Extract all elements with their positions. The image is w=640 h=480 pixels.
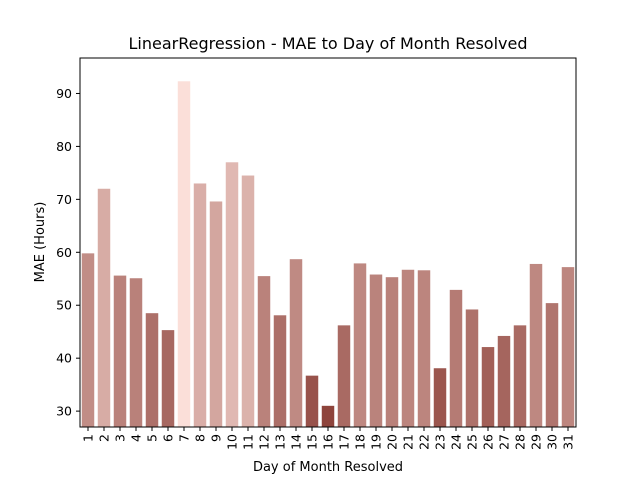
x-tick-label: 10 [225,434,240,450]
bar-day-26 [481,347,495,427]
bar-day-24 [449,289,463,427]
chart-title: LinearRegression - MAE to Day of Month R… [129,34,528,53]
x-tick-label: 12 [257,434,272,450]
bar-day-10 [225,162,239,428]
x-tick-label: 13 [273,434,288,450]
plot-frame [79,57,577,428]
y-tick-label: 90 [56,86,72,101]
bar-day-5 [145,313,159,427]
x-tick-label: 1 [81,434,96,442]
bar-day-15 [305,375,319,427]
x-tick-label: 28 [513,434,528,450]
x-tick-label: 27 [497,434,512,450]
bar-day-30 [545,303,559,427]
x-tick-label: 24 [449,434,464,450]
bar-day-18 [353,263,367,427]
x-tick-label: 30 [545,434,560,450]
bar-day-11 [241,175,255,427]
x-tick-label: 20 [385,434,400,450]
y-tick-label: 40 [56,351,72,366]
x-tick-label: 18 [353,434,368,450]
bar-day-19 [369,274,383,427]
x-tick-label: 3 [113,434,128,442]
x-tick-label: 9 [209,434,224,442]
y-tick-label: 70 [56,192,72,207]
y-axis-ticks: 30 40 50 60 70 80 90 [56,86,80,419]
bar-day-27 [497,335,511,427]
x-tick-label: 26 [481,434,496,450]
bar-day-31 [561,267,575,427]
bar-day-12 [257,276,271,427]
x-tick-label: 14 [289,434,304,450]
bar-day-16 [321,405,335,427]
bar-day-7 [177,81,191,427]
bar-day-23 [433,368,447,427]
bar-day-2 [97,188,111,427]
y-tick-label: 50 [56,298,72,313]
x-axis-label: Day of Month Resolved [253,460,403,475]
bar-day-20 [385,277,399,427]
x-tick-label: 16 [321,434,336,450]
x-tick-label: 17 [337,434,352,450]
x-tick-label: 8 [193,434,208,442]
x-tick-label: 6 [161,434,176,442]
x-tick-label: 15 [305,434,320,450]
bar-day-3 [113,275,127,427]
y-tick-label: 80 [56,139,72,154]
y-axis-label: MAE (Hours) [33,202,48,283]
x-tick-label: 11 [241,434,256,450]
x-tick-label: 23 [433,434,448,450]
x-tick-label: 7 [177,434,192,442]
bar-day-9 [209,201,223,427]
x-tick-label: 21 [401,434,416,450]
x-tick-label: 25 [465,434,480,450]
bar-day-14 [289,259,303,427]
x-tick-label: 29 [529,434,544,450]
bar-day-22 [417,270,431,427]
x-tick-label: 5 [145,434,160,442]
x-tick-label: 19 [369,434,384,450]
bar-day-29 [529,263,543,427]
x-tick-label: 4 [129,434,144,442]
y-tick-label: 60 [56,245,72,260]
x-axis-ticks: 1 2 3 4 5 6 7 8 9 10 11 12 13 14 15 16 17 18 19 20 21 22 23 24 2… [81,427,576,450]
bars [81,81,575,428]
bar-day-6 [161,330,175,427]
bar-day-13 [273,315,287,427]
bar-day-28 [513,325,527,427]
bar-day-1 [81,253,95,427]
x-tick-label: 31 [561,434,576,450]
bar-day-4 [129,278,143,427]
bar-day-8 [193,183,207,427]
x-tick-label: 2 [97,434,112,442]
bar-day-21 [401,269,415,427]
bar-day-25 [465,309,479,427]
x-tick-label: 22 [417,434,432,450]
y-tick-label: 30 [56,404,72,419]
bar-day-17 [337,325,351,427]
